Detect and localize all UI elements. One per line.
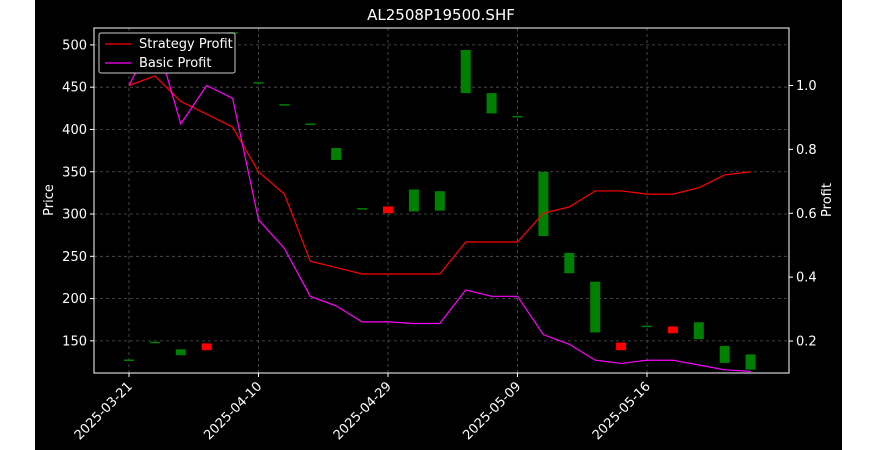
candle-bar	[279, 104, 290, 106]
x-tick-label: 2025-04-29	[331, 379, 395, 443]
profit-lines-layer	[128, 32, 751, 373]
tick-layer: 150 200 250 300 350 400 450 500 0.2 0.4 0.6 0.8 1.0 2…	[62, 38, 817, 443]
y-tick-label-left: 450	[62, 81, 87, 96]
strategy-profit-line	[128, 75, 751, 275]
candle-bar	[590, 281, 601, 333]
y-tick-label-left: 350	[62, 165, 87, 180]
candle-bar	[408, 189, 419, 212]
y-axis-label-right: Profit	[820, 183, 835, 217]
y-tick-label-right: 0.2	[796, 335, 817, 350]
candle-bar	[642, 325, 652, 328]
basic-profit-line	[128, 32, 751, 373]
candle-bar	[305, 123, 316, 126]
candle-bar	[538, 171, 549, 237]
y-tick-label-left: 150	[62, 334, 87, 349]
y-axis-label-left: Price	[42, 184, 57, 216]
legend: Strategy Profit Basic Profit	[98, 32, 236, 74]
candle-bar	[486, 93, 497, 114]
candle-bar	[434, 191, 445, 211]
chart-svg: 150 200 250 300 350 400 450 500 0.2 0.4 0.6 0.8 1.0 2…	[42, 6, 835, 443]
legend-box	[98, 32, 236, 74]
candle-bar	[719, 345, 730, 363]
chart-figure: 150 200 250 300 350 400 450 500 0.2 0.4 0.6 0.8 1.0 2…	[35, 0, 842, 450]
candle-bar	[667, 326, 678, 334]
plot-frame	[93, 27, 790, 374]
x-tick-label: 2025-04-10	[201, 379, 265, 443]
y-tick-label-left: 500	[62, 38, 87, 53]
candles-layer	[124, 32, 756, 370]
y-tick-label-right: 1.0	[796, 79, 817, 94]
candle-bar	[201, 343, 212, 351]
x-tick-label: 2025-05-09	[460, 379, 524, 443]
y-tick-label-left: 400	[62, 123, 87, 138]
y-tick-label-left: 250	[62, 250, 87, 265]
candle-bar	[745, 354, 756, 370]
candle-bar	[175, 349, 186, 356]
legend-label-strategy: Strategy Profit	[139, 37, 233, 52]
chart-title: AL2508P19500.SHF	[367, 6, 515, 24]
candle-bar	[616, 342, 627, 351]
candle-bar	[331, 148, 342, 160]
candle-bar	[149, 341, 160, 344]
candle-bar	[512, 115, 523, 118]
x-tick-label: 2025-03-21	[72, 379, 136, 443]
candle-bar	[460, 49, 471, 94]
candle-bar	[383, 206, 393, 214]
candle-bar	[253, 82, 264, 84]
y-tick-label-left: 200	[62, 292, 87, 307]
candle-bar	[357, 208, 368, 210]
y-tick-label-left: 300	[62, 208, 87, 223]
candle-bar	[564, 252, 575, 274]
y-tick-label-right: 0.8	[796, 143, 817, 158]
y-tick-label-right: 0.6	[796, 207, 817, 222]
x-tick-label: 2025-05-16	[590, 379, 654, 443]
candle-bar	[124, 359, 134, 361]
y-tick-label-right: 0.4	[796, 271, 817, 286]
legend-label-basic: Basic Profit	[139, 56, 211, 71]
candle-bar	[693, 322, 704, 340]
